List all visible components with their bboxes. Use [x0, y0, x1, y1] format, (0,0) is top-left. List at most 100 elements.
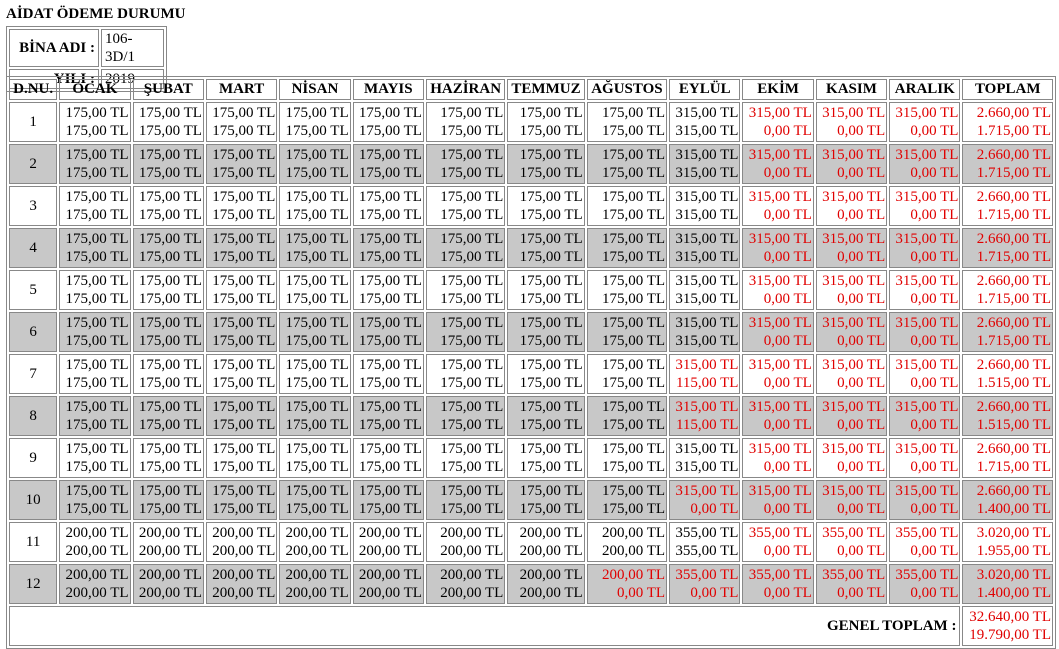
paid-amount: 315,00 TL — [675, 165, 739, 181]
header-row: D.NU. OCAK ŞUBAT MART NİSAN MAYIS HAZİRAN TEMMU… — [9, 79, 1053, 100]
paid-amount: 0,00 TL — [910, 585, 959, 601]
data-row: 4 175,00 TL 175,00 TL 175,00 TL 175,00 TL 175… — [9, 228, 1053, 268]
paid-amount: 0,00 TL — [763, 249, 812, 265]
amount-cell: 175,00 TL 175,00 TL — [205, 186, 278, 226]
amount-cell: 175,00 TL 175,00 TL — [279, 396, 351, 436]
amount-cell: 200,00 TL 200,00 TL — [279, 522, 351, 562]
due-amount: 175,00 TL — [440, 105, 504, 121]
paid-amount: 0,00 TL — [763, 123, 812, 139]
amount-cell: 175,00 TL 175,00 TL — [425, 186, 506, 226]
amount-cell: 175,00 TL 175,00 TL — [205, 144, 278, 184]
due-amount: 175,00 TL — [440, 441, 504, 457]
amount-cell: 175,00 TL 175,00 TL — [205, 438, 278, 478]
amount-cell: 175,00 TL 175,00 TL — [352, 438, 424, 478]
paid-amount: 175,00 TL — [65, 291, 129, 307]
due-amount: 175,00 TL — [65, 231, 129, 247]
amount-cell: 175,00 TL 175,00 TL — [425, 396, 506, 436]
amount-cell: 175,00 TL 175,00 TL — [507, 186, 585, 226]
due-amount: 175,00 TL — [358, 105, 422, 121]
paid-amount: 175,00 TL — [285, 417, 349, 433]
amount-cell: 175,00 TL 175,00 TL — [59, 144, 131, 184]
paid-amount: 175,00 TL — [138, 207, 202, 223]
amount-cell: 355,00 TL 0,00 TL — [742, 564, 814, 604]
due-amount: 175,00 TL — [212, 105, 276, 121]
paid-amount: 115,00 TL — [675, 417, 739, 433]
due-amount: 315,00 TL — [822, 189, 886, 205]
amount-cell: 2.660,00 TL 1.715,00 TL — [962, 228, 1053, 268]
paid-amount: 175,00 TL — [440, 501, 504, 517]
due-amount: 2.660,00 TL — [976, 441, 1051, 457]
due-amount: 175,00 TL — [285, 315, 349, 331]
column-header: TEMMUZ — [507, 79, 585, 100]
amount-cell: 175,00 TL 175,00 TL — [205, 396, 278, 436]
due-amount: 175,00 TL — [212, 483, 276, 499]
due-amount: 200,00 TL — [285, 567, 349, 583]
paid-amount: 200,00 TL — [138, 543, 202, 559]
paid-amount: 1.515,00 TL — [976, 417, 1051, 433]
paid-amount: 175,00 TL — [285, 333, 349, 349]
paid-amount: 175,00 TL — [138, 459, 202, 475]
amount-cell: 200,00 TL 200,00 TL — [205, 564, 278, 604]
payment-table: D.NU. OCAK ŞUBAT MART NİSAN MAYIS HAZİRAN TEMMU… — [6, 76, 1056, 649]
amount-cell: 315,00 TL 0,00 TL — [815, 228, 888, 268]
amount-cell: 175,00 TL 175,00 TL — [425, 480, 506, 520]
paid-amount: 0,00 TL — [837, 291, 886, 307]
amount-cell: 175,00 TL 175,00 TL — [205, 228, 278, 268]
paid-amount: 1.400,00 TL — [976, 585, 1051, 601]
paid-amount: 1.715,00 TL — [976, 333, 1051, 349]
amount-cell: 175,00 TL 175,00 TL — [352, 102, 424, 142]
due-amount: 175,00 TL — [212, 399, 276, 415]
due-amount: 175,00 TL — [519, 399, 583, 415]
column-header: TOPLAM — [962, 79, 1053, 100]
amount-cell: 175,00 TL 175,00 TL — [425, 438, 506, 478]
due-amount: 175,00 TL — [285, 189, 349, 205]
paid-amount: 200,00 TL — [440, 543, 504, 559]
paid-amount: 175,00 TL — [358, 249, 422, 265]
due-amount: 315,00 TL — [895, 147, 959, 163]
due-amount: 175,00 TL — [212, 189, 276, 205]
paid-amount: 175,00 TL — [602, 207, 666, 223]
paid-amount: 175,00 TL — [440, 291, 504, 307]
paid-amount: 200,00 TL — [358, 585, 422, 601]
row-number: 11 — [9, 522, 58, 562]
due-amount: 175,00 TL — [285, 231, 349, 247]
amount-cell: 175,00 TL 175,00 TL — [352, 396, 424, 436]
due-amount: 175,00 TL — [138, 273, 202, 289]
amount-cell: 315,00 TL 0,00 TL — [889, 396, 961, 436]
amount-cell: 175,00 TL 175,00 TL — [507, 438, 585, 478]
due-amount: 2.660,00 TL — [976, 231, 1051, 247]
due-amount: 200,00 TL — [602, 525, 666, 541]
paid-amount: 175,00 TL — [212, 459, 276, 475]
due-amount: 175,00 TL — [285, 399, 349, 415]
amount-cell: 175,00 TL 175,00 TL — [507, 480, 585, 520]
paid-amount: 1.715,00 TL — [976, 459, 1051, 475]
amount-cell: 175,00 TL 175,00 TL — [59, 354, 131, 394]
amount-cell: 175,00 TL 175,00 TL — [279, 480, 351, 520]
amount-cell: 315,00 TL 315,00 TL — [669, 186, 741, 226]
paid-amount: 0,00 TL — [837, 375, 886, 391]
amount-cell: 200,00 TL 200,00 TL — [132, 564, 204, 604]
paid-amount: 175,00 TL — [358, 501, 422, 517]
amount-cell: 175,00 TL 175,00 TL — [586, 396, 668, 436]
due-amount: 175,00 TL — [138, 231, 202, 247]
amount-cell: 200,00 TL 200,00 TL — [132, 522, 204, 562]
paid-amount: 0,00 TL — [837, 207, 886, 223]
amount-cell: 2.660,00 TL 1.715,00 TL — [962, 144, 1053, 184]
due-amount: 2.660,00 TL — [976, 147, 1051, 163]
paid-amount: 175,00 TL — [519, 375, 583, 391]
paid-amount: 175,00 TL — [285, 459, 349, 475]
due-amount: 2.660,00 TL — [976, 357, 1051, 373]
amount-cell: 315,00 TL 0,00 TL — [815, 438, 888, 478]
due-amount: 175,00 TL — [65, 189, 129, 205]
due-amount: 175,00 TL — [285, 273, 349, 289]
amount-cell: 175,00 TL 175,00 TL — [586, 228, 668, 268]
paid-amount: 175,00 TL — [602, 249, 666, 265]
data-row: 9 175,00 TL 175,00 TL 175,00 TL 175,00 TL 175… — [9, 438, 1053, 478]
amount-cell: 175,00 TL 175,00 TL — [205, 102, 278, 142]
paid-amount: 175,00 TL — [65, 207, 129, 223]
paid-amount: 0,00 TL — [837, 123, 886, 139]
due-amount: 175,00 TL — [138, 441, 202, 457]
due-amount: 175,00 TL — [212, 147, 276, 163]
due-amount: 175,00 TL — [519, 189, 583, 205]
amount-cell: 355,00 TL 0,00 TL — [742, 522, 814, 562]
